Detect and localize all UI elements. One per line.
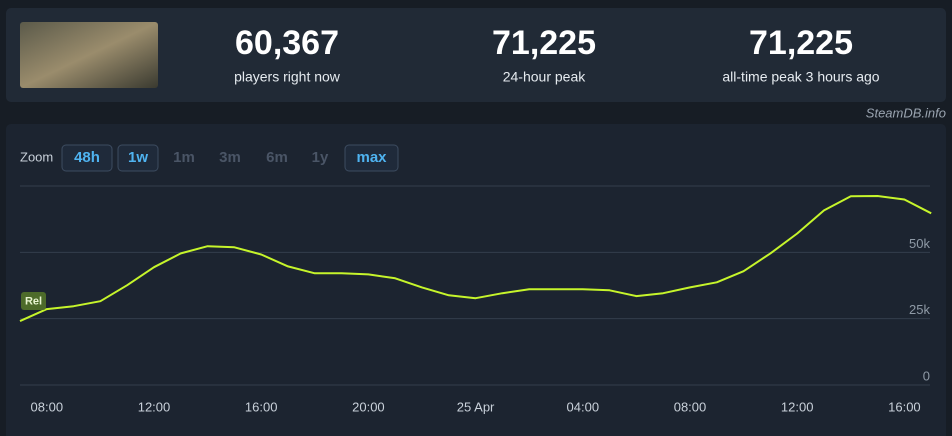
zoom-button-label: 6m: [266, 149, 288, 166]
zoom-button-label: 1m: [173, 149, 195, 166]
stat-value: 71,225: [749, 24, 853, 62]
x-tick-label: 12:00: [781, 399, 814, 414]
zoom-button-label: 3m: [219, 149, 241, 166]
x-tick-label: 20:00: [352, 399, 385, 414]
zoom-button-label[interactable]: max: [356, 149, 387, 166]
source-label: SteamDB.info: [866, 105, 946, 120]
marker-badge: [21, 292, 46, 310]
stat-label: players right now: [234, 69, 341, 85]
zoom-label: Zoom: [20, 149, 53, 164]
stat-label: all-time peak 3 hours ago: [722, 69, 879, 85]
stat-value: 60,367: [235, 24, 339, 62]
player-line: [19, 195, 932, 323]
x-tick-label: 25 Apr: [457, 399, 495, 414]
zoom-button[interactable]: [117, 144, 159, 172]
stats-card: [6, 8, 946, 102]
x-tick-label: 12:00: [138, 399, 171, 414]
marker-label: Rel: [25, 295, 42, 307]
zoom-button[interactable]: [61, 144, 113, 172]
zoom-button-label: 1y: [312, 149, 329, 166]
y-tick-label: 0: [923, 368, 930, 383]
x-tick-label: 16:00: [245, 399, 278, 414]
zoom-button-label[interactable]: 48h: [74, 149, 100, 166]
x-tick-label: 04:00: [567, 399, 600, 414]
chart-card: [6, 124, 946, 436]
stat-value: 71,225: [492, 24, 596, 62]
y-tick-label: 50k: [909, 236, 930, 251]
stat-label: 24-hour peak: [503, 69, 587, 85]
x-tick-label: 08:00: [31, 399, 64, 414]
y-tick-label: 25k: [909, 302, 930, 317]
game-image: [20, 22, 158, 88]
x-tick-label: 16:00: [888, 399, 921, 414]
zoom-button-label[interactable]: 1w: [128, 149, 148, 166]
x-tick-label: 08:00: [674, 399, 707, 414]
zoom-button[interactable]: [344, 144, 399, 172]
